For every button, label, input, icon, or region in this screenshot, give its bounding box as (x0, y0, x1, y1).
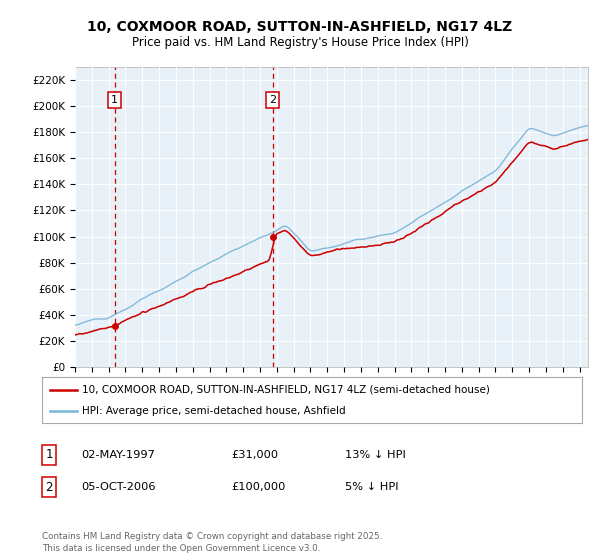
Text: 05-OCT-2006: 05-OCT-2006 (81, 482, 155, 492)
Text: 10, COXMOOR ROAD, SUTTON-IN-ASHFIELD, NG17 4LZ (semi-detached house): 10, COXMOOR ROAD, SUTTON-IN-ASHFIELD, NG… (83, 385, 490, 395)
Text: 10, COXMOOR ROAD, SUTTON-IN-ASHFIELD, NG17 4LZ: 10, COXMOOR ROAD, SUTTON-IN-ASHFIELD, NG… (88, 20, 512, 34)
Text: £31,000: £31,000 (231, 450, 278, 460)
Text: 13% ↓ HPI: 13% ↓ HPI (345, 450, 406, 460)
Text: Contains HM Land Registry data © Crown copyright and database right 2025.
This d: Contains HM Land Registry data © Crown c… (42, 533, 382, 553)
Text: 2: 2 (46, 480, 53, 494)
Text: 5% ↓ HPI: 5% ↓ HPI (345, 482, 398, 492)
Text: 1: 1 (46, 448, 53, 461)
Text: HPI: Average price, semi-detached house, Ashfield: HPI: Average price, semi-detached house,… (83, 407, 346, 416)
Text: £100,000: £100,000 (231, 482, 286, 492)
Text: Price paid vs. HM Land Registry's House Price Index (HPI): Price paid vs. HM Land Registry's House … (131, 36, 469, 49)
Text: 2: 2 (269, 95, 276, 105)
Text: 02-MAY-1997: 02-MAY-1997 (81, 450, 155, 460)
Text: 1: 1 (111, 95, 118, 105)
